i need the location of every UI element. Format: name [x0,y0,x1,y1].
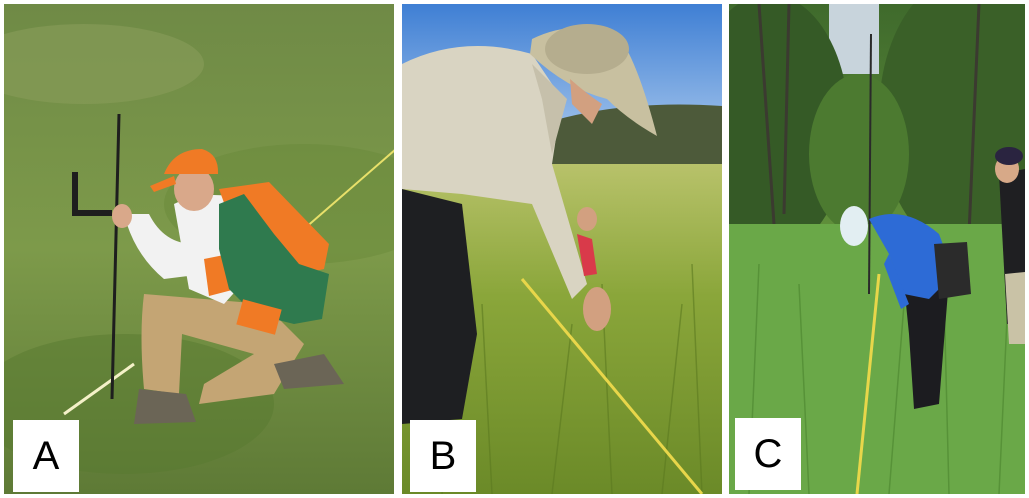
panel-label-a: A [13,420,79,492]
photo-panel-a: A [4,4,394,494]
panel-label-b: B [410,420,476,492]
photo-panel-b: B [402,4,722,494]
panel-label-c: C [735,418,801,490]
hillside-photo [4,4,394,494]
riparian-photo [729,4,1025,494]
meadow-photo [402,4,722,494]
photo-panel-c: C [729,4,1025,494]
